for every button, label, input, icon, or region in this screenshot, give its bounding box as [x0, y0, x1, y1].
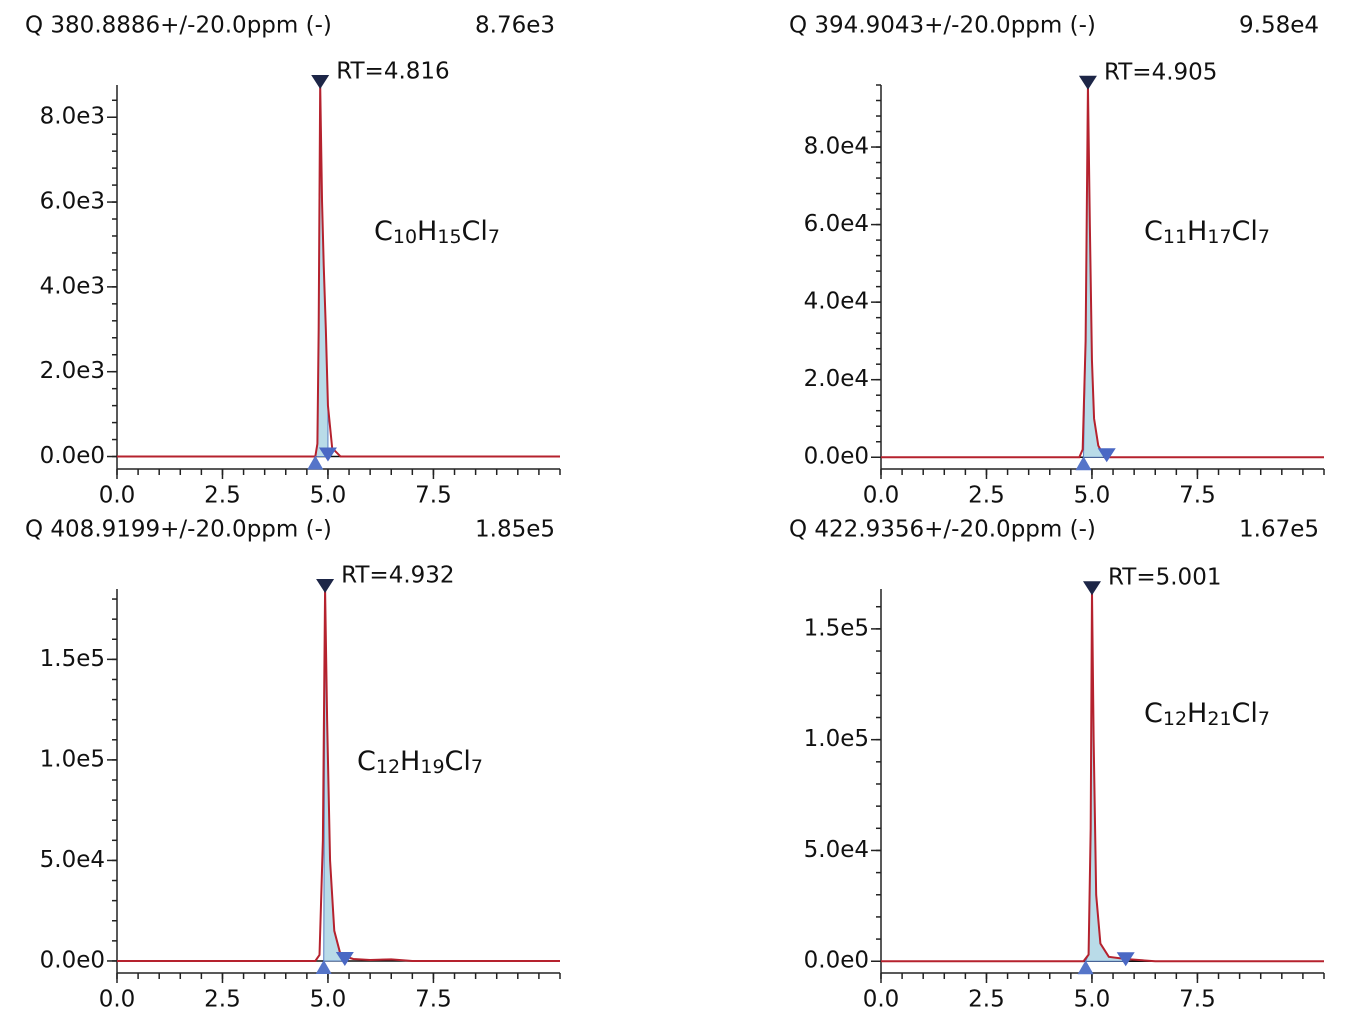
max-intensity: 8.76e3: [475, 13, 555, 39]
peak-start-marker: [315, 959, 332, 974]
x-tick-label: 0.0: [863, 987, 900, 1013]
formula-label: C10H15Cl7: [374, 216, 500, 248]
rt-marker: [1078, 75, 1097, 90]
chart-panel: Q 380.8886+/-20.0ppm (-) 8.76e3 0.0e0 2.0e3…: [25, 13, 561, 509]
x-tick-label: 7.5: [1179, 987, 1216, 1013]
x-tick-label: 7.5: [415, 987, 452, 1013]
chart-panel: Q 394.9043+/-20.0ppm (-) 9.58e4 0.0e0 2.0e4…: [789, 13, 1325, 509]
y-tick-label: 0.0e0: [804, 444, 869, 470]
y-tick-label: 1.0e5: [40, 746, 105, 772]
formula-label: C12H21Cl7: [1144, 698, 1270, 730]
y-tick-label: 1.5e5: [804, 615, 869, 641]
x-tick-label: 2.5: [204, 483, 241, 509]
rt-marker: [311, 75, 330, 89]
chromatogram-line: [881, 591, 1324, 963]
chromatogram-line: [881, 85, 1324, 459]
x-tick-label: 5.0: [1074, 483, 1111, 509]
y-tick-label: 6.0e3: [40, 189, 105, 215]
chromatogram-line: [117, 84, 560, 458]
rt-annotation: RT=4.932: [341, 563, 454, 589]
y-tick-label: 5.0e4: [40, 847, 105, 873]
y-tick-label: 2.0e4: [804, 366, 869, 392]
peak-start-marker: [1075, 456, 1092, 471]
x-tick-label: 5.0: [310, 987, 347, 1013]
chart-panel: Q 408.9199+/-20.0ppm (-) 1.85e5 0.0e0 5.0e4…: [25, 517, 561, 1013]
y-tick-label: 0.0e0: [40, 443, 105, 469]
y-tick-label: 2.0e3: [40, 358, 105, 384]
chart-title: Q 380.8886+/-20.0ppm (-): [25, 13, 332, 39]
formula-label: C12H19Cl7: [357, 746, 483, 778]
chart-panel: Q 422.9356+/-20.0ppm (-) 1.67e5 0.0e0 5.0e4…: [789, 517, 1325, 1013]
y-tick-label: 4.0e4: [804, 289, 869, 315]
peak-start-marker: [1077, 960, 1094, 975]
x-tick-label: 5.0: [310, 483, 347, 509]
y-tick-label: 5.0e4: [804, 837, 869, 863]
rt-annotation: RT=5.001: [1108, 565, 1221, 591]
x-tick-label: 7.5: [415, 483, 452, 509]
x-tick-label: 0.0: [99, 483, 136, 509]
rt-annotation: RT=4.816: [336, 59, 449, 85]
max-intensity: 1.67e5: [1239, 517, 1319, 543]
x-tick-label: 0.0: [863, 483, 900, 509]
x-tick-label: 2.5: [968, 483, 1005, 509]
peak-start-marker: [307, 455, 324, 470]
max-intensity: 1.85e5: [475, 517, 555, 543]
y-tick-label: 1.5e5: [40, 646, 105, 672]
y-tick-label: 6.0e4: [804, 211, 869, 237]
peak-end-marker: [1097, 448, 1116, 463]
y-tick-label: 8.0e4: [804, 134, 869, 160]
y-tick-label: 0.0e0: [40, 947, 105, 973]
rt-marker: [316, 579, 335, 593]
x-tick-label: 7.5: [1179, 483, 1216, 509]
rt-marker: [1082, 581, 1101, 596]
chart-title: Q 394.9043+/-20.0ppm (-): [789, 13, 1096, 39]
chromatogram-line: [117, 588, 560, 962]
chart-title: Q 408.9199+/-20.0ppm (-): [25, 517, 332, 543]
peak-end-marker: [1116, 952, 1135, 967]
peak-end-marker: [335, 951, 354, 966]
formula-label: C11H17Cl7: [1144, 216, 1270, 248]
chart-title: Q 422.9356+/-20.0ppm (-): [789, 517, 1096, 543]
y-tick-label: 1.0e5: [804, 726, 869, 752]
x-tick-label: 2.5: [968, 987, 1005, 1013]
x-tick-label: 5.0: [1074, 987, 1111, 1013]
x-tick-label: 2.5: [204, 987, 241, 1013]
y-tick-label: 8.0e3: [40, 104, 105, 130]
y-tick-label: 4.0e3: [40, 273, 105, 299]
x-tick-label: 0.0: [99, 987, 136, 1013]
y-tick-label: 0.0e0: [804, 948, 869, 974]
max-intensity: 9.58e4: [1239, 13, 1319, 39]
rt-annotation: RT=4.905: [1104, 59, 1217, 85]
peak-end-marker: [318, 447, 337, 462]
